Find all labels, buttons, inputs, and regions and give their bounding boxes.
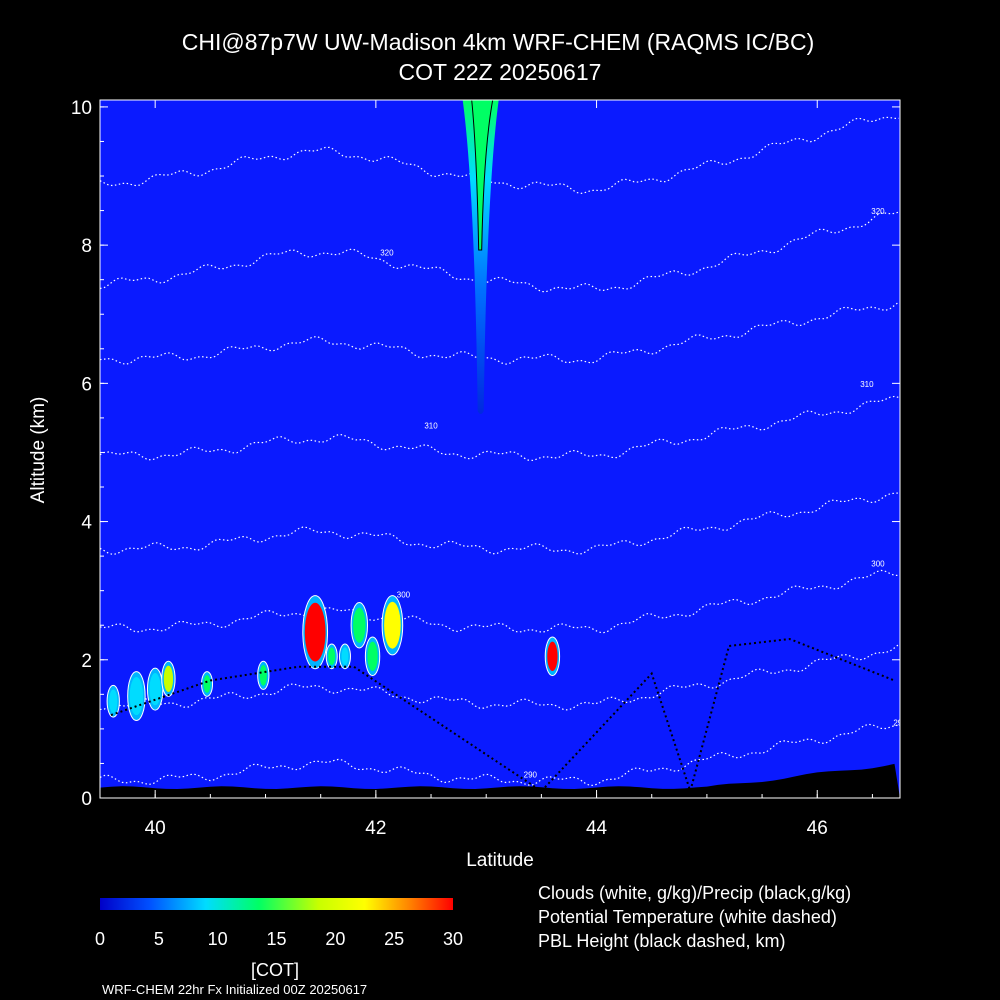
colorbar-tick-label: 20 — [325, 929, 345, 949]
cloud-cell-core — [353, 607, 366, 643]
cloud-column — [462, 100, 499, 414]
chart-title: CHI@87p7W UW-Madison 4km WRF-CHEM (RAQMS… — [182, 29, 814, 55]
cloud-cell-core — [384, 601, 401, 649]
colorbar-tick-label: 10 — [208, 929, 228, 949]
cloud-cell-core — [367, 641, 378, 672]
cloud-cell-core — [259, 665, 267, 686]
isentrope-label: 320 — [380, 248, 394, 257]
y-tick-label: 10 — [71, 98, 92, 119]
isentrope-label: 300 — [871, 559, 885, 568]
isentrope-line — [100, 643, 900, 711]
pbl-height-line — [110, 637, 895, 795]
colorbar-tick-label: 15 — [266, 929, 286, 949]
isentrope-label: 290 — [524, 770, 538, 779]
cloud-cell-peak — [548, 645, 557, 667]
cloud-cell-core — [203, 675, 211, 693]
colorbar — [100, 898, 453, 910]
plot-layer: 290 300 300 310 310 320 320 290 — [100, 100, 907, 798]
legend-pbl-height: PBL Height (black dashed, km) — [538, 931, 785, 951]
colorbar-tick-label: 30 — [443, 929, 463, 949]
isentrope-label: 310 — [424, 421, 438, 430]
cloud-cell-core — [341, 647, 349, 666]
y-tick-label: 8 — [81, 236, 92, 257]
y-tick-label: 6 — [81, 374, 92, 395]
x-tick-label: 46 — [807, 818, 828, 839]
x-tick-label: 42 — [365, 818, 386, 839]
isentrope-label: 290 — [893, 718, 907, 727]
plot-background — [100, 100, 900, 798]
cloud-cell-peak — [307, 611, 323, 653]
cloud-cell-core — [328, 647, 336, 666]
terrain — [100, 763, 900, 798]
footer-note: WRF-CHEM 22hr Fx Initialized 00Z 2025061… — [102, 982, 367, 997]
y-tick-label: 0 — [81, 789, 92, 810]
colorbar-tick-label: 25 — [384, 929, 404, 949]
plot-frame — [99, 99, 901, 799]
legend-potential-temperature: Potential Temperature (white dashed) — [538, 907, 837, 927]
y-tick-label: 4 — [81, 513, 92, 534]
isentrope-line — [100, 395, 900, 462]
cloud-cell-core — [109, 689, 118, 713]
y-axis-label: Altitude (km) — [28, 397, 49, 504]
chart-subtitle: COT 22Z 20250617 — [399, 59, 602, 85]
isentrope-line — [100, 569, 899, 634]
x-tick-label: 40 — [145, 818, 166, 839]
isentrope-line — [100, 211, 900, 293]
cloud-cell-core — [129, 676, 144, 716]
cloud-cell-core — [163, 665, 174, 693]
colorbar-tick-label: 5 — [154, 929, 164, 949]
isentrope-label: 320 — [871, 207, 885, 216]
x-axis-label: Latitude — [466, 850, 534, 871]
colorbar-ticks: 0 5 10 15 20 25 30 — [95, 929, 463, 949]
isentrope-line — [100, 723, 899, 787]
cloud-cell-core — [149, 672, 161, 706]
colorbar-label: [COT] — [251, 960, 299, 980]
cloud-column-core — [471, 100, 494, 251]
isentrope-label: 310 — [860, 380, 874, 389]
x-tick-label: 44 — [586, 818, 608, 839]
isentrope-label: 300 — [397, 591, 411, 600]
isentrope-line — [100, 116, 899, 195]
y-tick-label: 2 — [81, 651, 92, 672]
legend-clouds: Clouds (white, g/kg)/Precip (black,g/kg) — [538, 883, 851, 903]
colorbar-tick-label: 0 — [95, 929, 105, 949]
